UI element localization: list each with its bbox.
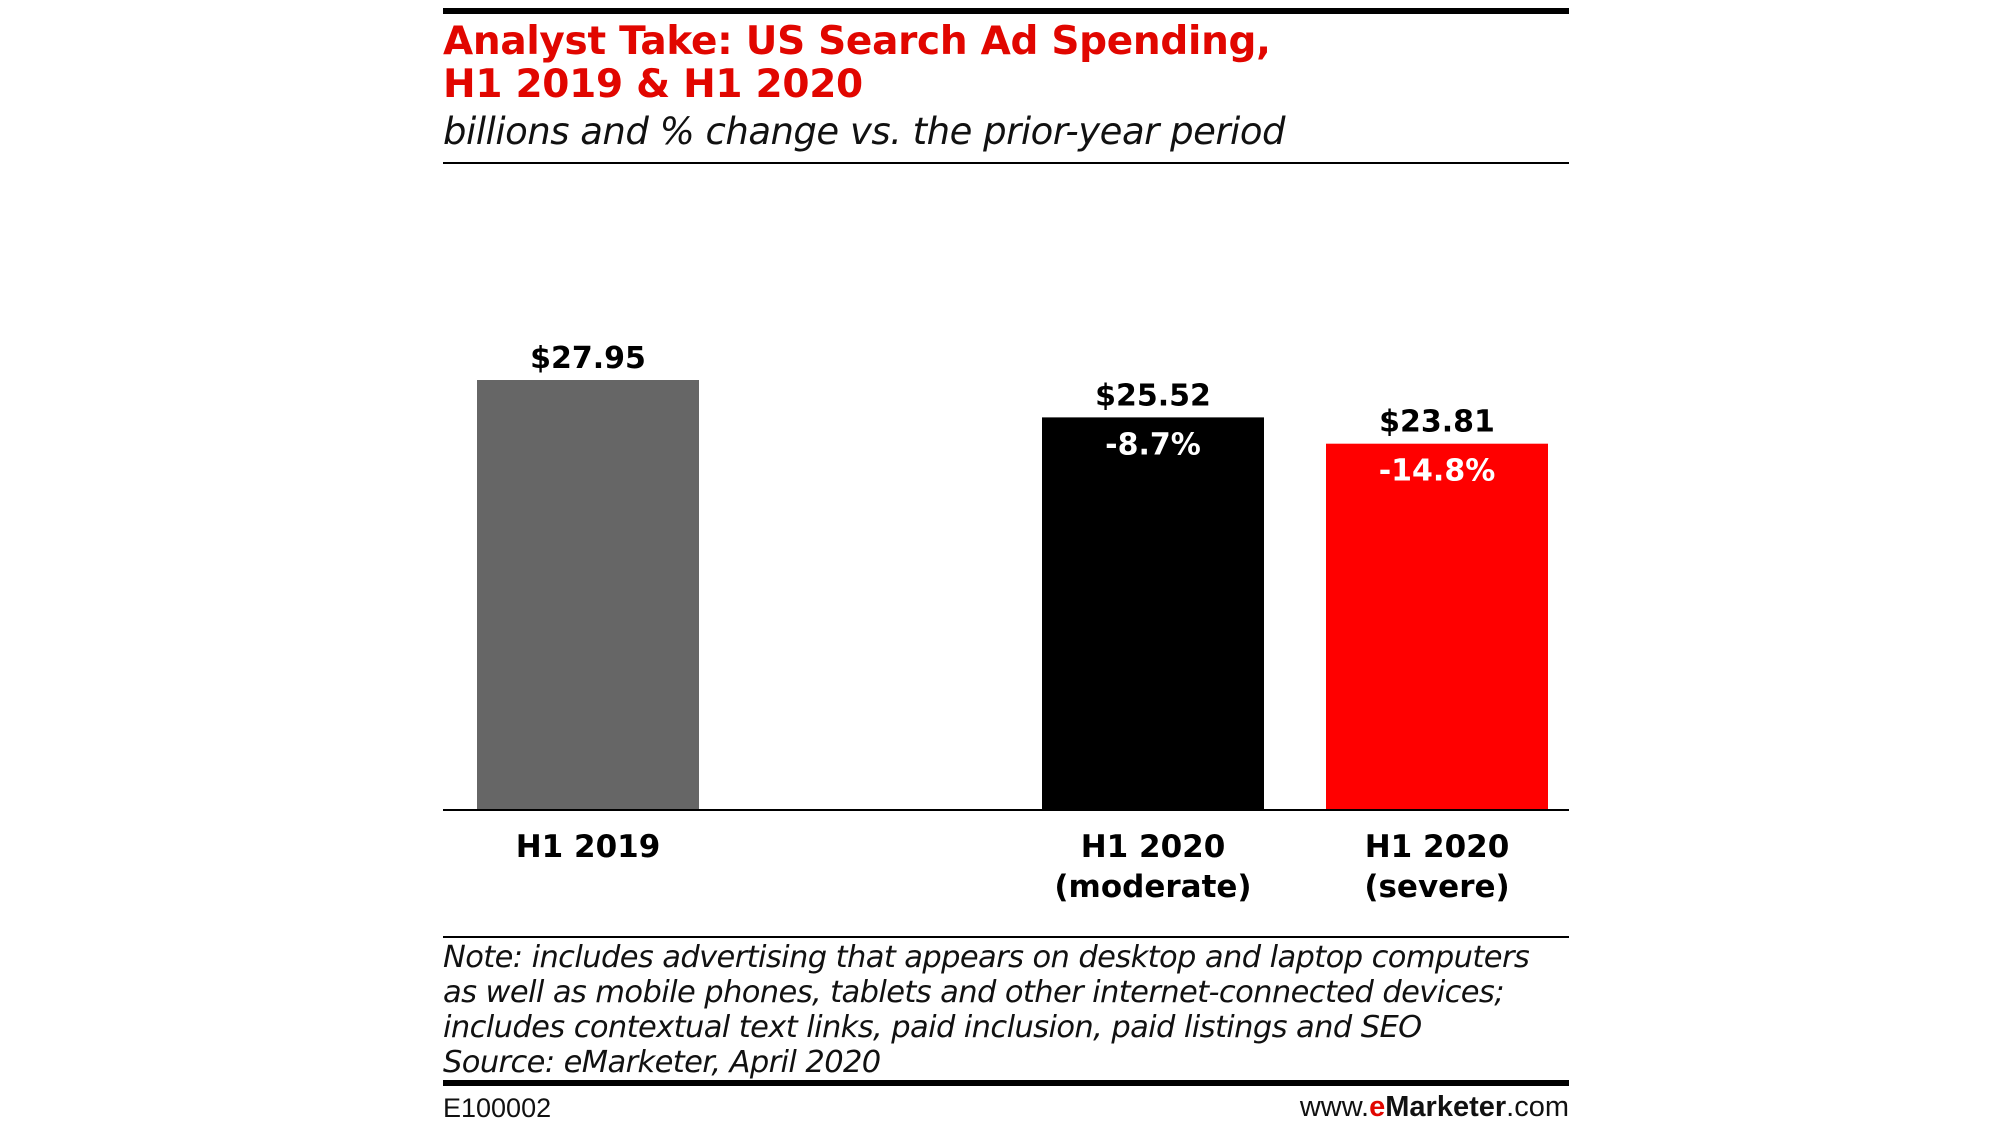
note-line: as well as mobile phones, tablets and ot… [443, 975, 1504, 1010]
category-label: H1 2020 [1365, 829, 1510, 865]
note-line: Note: includes advertising that appears … [443, 940, 1530, 975]
chart-title-line-2: H1 2019 & H1 2020 [443, 62, 863, 107]
chart-subtitle: billions and % change vs. the prior-year… [443, 110, 1285, 153]
category-label: (moderate) [1054, 869, 1251, 905]
chart-title-line-1: Analyst Take: US Search Ad Spending, [443, 19, 1271, 64]
bar-chart: $27.95 H1 2019 $25.52 -8.7% H1 2020 (moderate… [443, 341, 1569, 905]
change-label: -14.8% [1379, 454, 1496, 489]
brand-prefix: www. [1299, 1091, 1370, 1123]
brand-suffix: .com [1506, 1091, 1569, 1123]
top-rule [443, 8, 1569, 14]
brand-e: e [1369, 1091, 1386, 1123]
category-label: H1 2020 [1081, 829, 1226, 865]
data-label: $23.81 [1379, 405, 1495, 440]
chart-id: E100002 [443, 1093, 552, 1123]
bar [477, 380, 699, 810]
category-label: H1 2019 [516, 829, 661, 865]
note-line: Source: eMarketer, April 2020 [443, 1045, 881, 1080]
chart-notes: Note: includes advertising that appears … [443, 940, 1530, 1080]
brand-marketer: Marketer [1385, 1091, 1507, 1123]
data-label: $25.52 [1095, 378, 1211, 413]
emarketer-link[interactable]: www.eMarketer.com [1300, 1091, 1569, 1124]
bar [1042, 417, 1264, 810]
note-line: includes contextual text links, paid inc… [443, 1010, 1422, 1045]
bar [1326, 443, 1548, 810]
chart-title: Analyst Take: US Search Ad Spending, H1 … [443, 20, 1271, 106]
data-label: $27.95 [530, 341, 646, 376]
chart-card: Analyst Take: US Search Ad Spending, H1 … [443, 0, 1569, 1125]
category-label: (severe) [1364, 869, 1509, 905]
change-label: -8.7% [1105, 427, 1201, 462]
header-rule [443, 162, 1569, 164]
notes-rule [443, 936, 1569, 938]
bottom-rule [443, 1080, 1569, 1086]
